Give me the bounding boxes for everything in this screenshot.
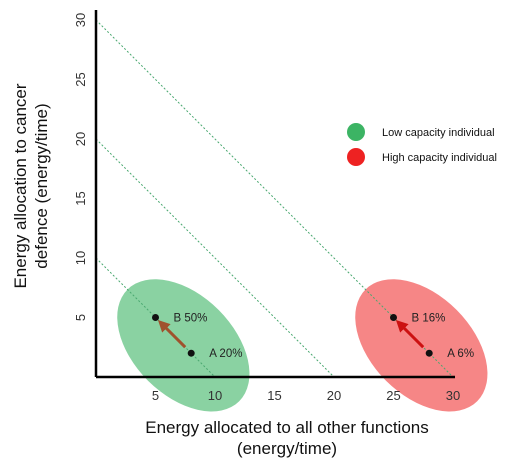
y-tick-label: 20: [73, 132, 88, 146]
y-tick-label: 25: [73, 72, 88, 86]
legend-marker: [347, 148, 365, 166]
data-point: [390, 314, 397, 321]
arrow: [395, 319, 425, 349]
tick-labels: 5 10 15 20 25 30 5 10 15 20 25 30: [73, 13, 460, 403]
x-tick-label: 5: [152, 388, 159, 403]
x-tick-label: 15: [267, 388, 281, 403]
y-axis-title: Energy allocation to cancer: [11, 83, 30, 288]
x-tick-label: 10: [208, 388, 222, 403]
y-tick-label: 15: [73, 191, 88, 205]
budget-line: [95, 138, 335, 378]
cluster-ellipses: [117, 279, 488, 412]
point-label: B 16%: [412, 313, 446, 325]
point-label: A 6%: [447, 348, 474, 360]
y-axis-title: defence (energy/time): [32, 103, 51, 268]
x-tick-label: 20: [327, 388, 341, 403]
arrow: [157, 319, 187, 349]
point-label: B 50%: [174, 313, 208, 325]
y-tick-label: 10: [73, 251, 88, 265]
legend-label: Low capacity individual: [382, 127, 495, 139]
data-point: [425, 349, 433, 357]
y-tick-label: 5: [73, 314, 88, 321]
legend-label: High capacity individual: [382, 152, 497, 164]
x-tick-label: 25: [386, 388, 400, 403]
data-point: [152, 314, 159, 321]
point-label: A 20%: [209, 348, 242, 360]
axes: [94, 10, 455, 379]
legend-marker: [347, 123, 365, 141]
x-axis-title: Energy allocated to all other functions: [145, 418, 429, 437]
y-tick-label: 30: [73, 13, 88, 27]
x-tick-label: 30: [446, 388, 460, 403]
x-axis-title: (energy/time): [237, 439, 337, 458]
axis-titles: Energy allocated to all other functions (…: [11, 83, 429, 458]
data-points: A 20% B 50% A 6% B 16%: [152, 313, 474, 360]
legend: Low capacity individual High capacity ind…: [347, 123, 497, 166]
data-point: [187, 349, 195, 357]
arrows: [157, 319, 425, 349]
